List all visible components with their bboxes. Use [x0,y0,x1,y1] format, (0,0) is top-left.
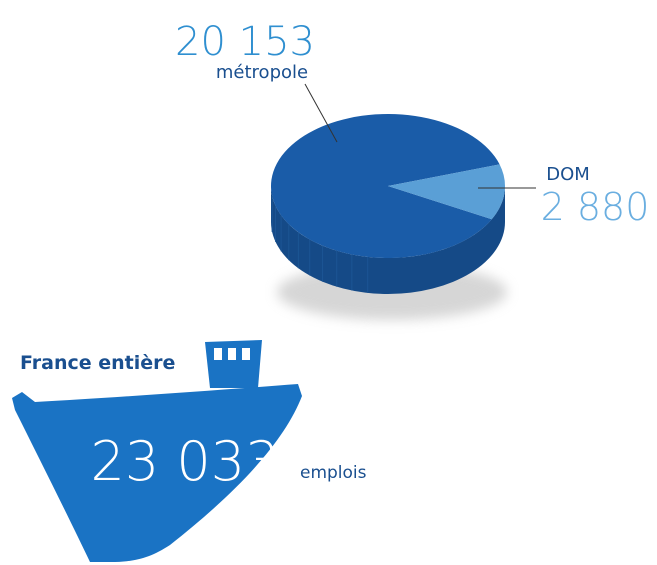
pie [271,114,506,294]
boat-hull [12,384,302,562]
window [214,348,222,360]
leader-line [304,83,338,143]
category-label: DOM [546,164,590,185]
boat [12,340,302,562]
value-label: 20 153 [175,19,315,65]
value-label: 2 880 [541,185,650,229]
summary-unit: emplois [300,463,367,483]
pie-side [271,186,505,294]
pie-slice [388,164,506,220]
window [242,348,250,360]
boat-cabin [205,340,262,388]
window [228,348,236,360]
pie-slice [271,114,500,259]
summary-title: France entière [20,352,175,374]
category-label: métropole [216,62,308,83]
summary-value: 23 033 [91,430,280,493]
